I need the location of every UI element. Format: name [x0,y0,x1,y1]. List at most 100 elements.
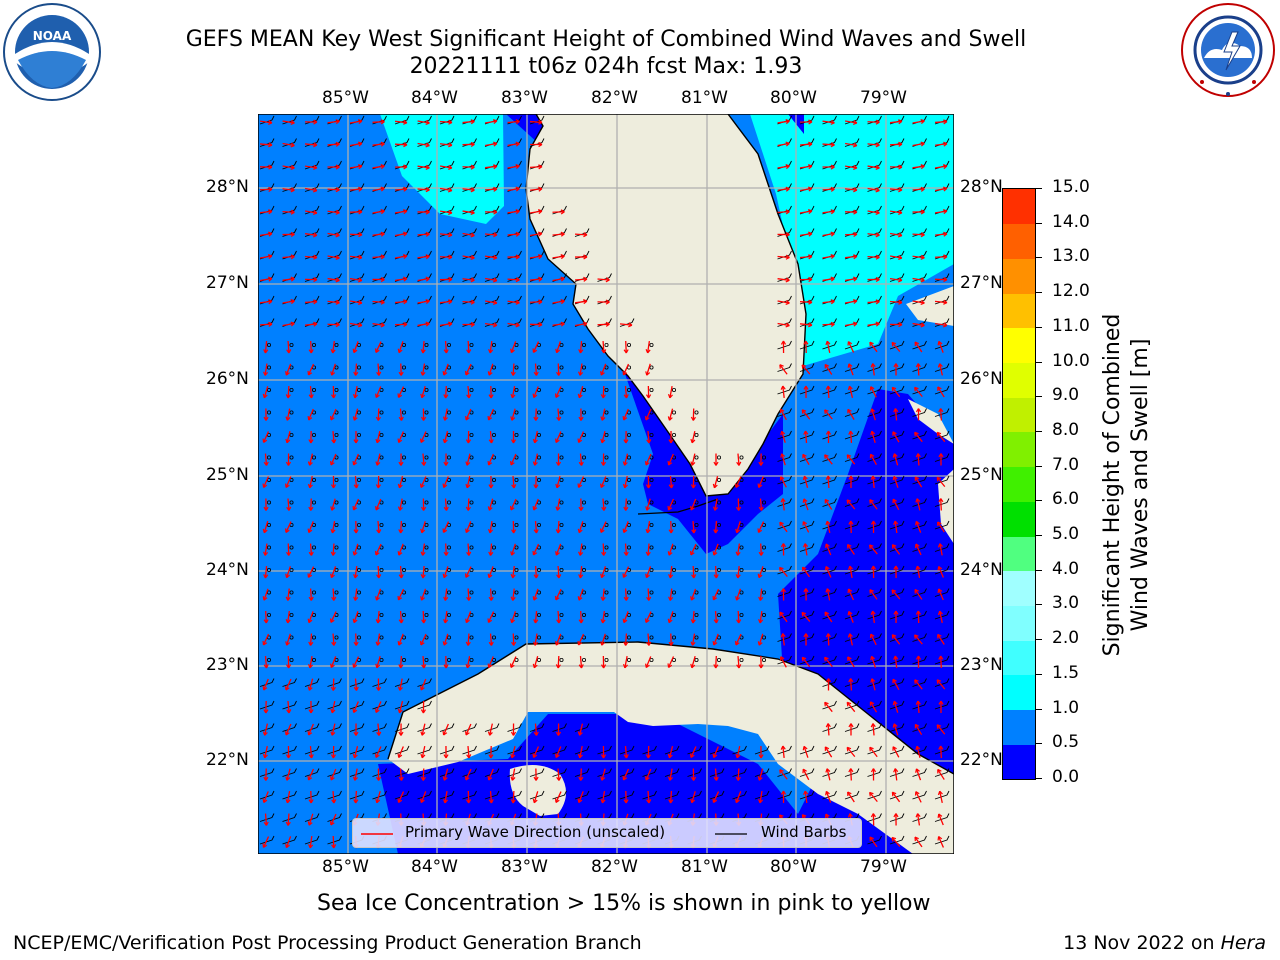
wind-barb [574,745,590,755]
wave-direction-arrow [327,300,340,304]
wind-barb-calm [334,635,339,640]
wave-direction-arrowhead [578,619,584,624]
wave-direction-arrow [354,475,358,489]
wind-barb [934,520,950,530]
wave-direction-arrowhead [555,664,561,669]
wave-direction-arrowhead [470,187,475,193]
wind-barb [619,318,635,327]
wave-direction-arrow [512,565,515,579]
wind-barb-calm [559,455,564,460]
wave-direction-arrow [578,521,584,533]
wind-barb [889,835,905,845]
lon-tick-top-79w: 79°W [860,88,907,108]
wave-direction-arrow [891,341,901,353]
wave-direction-arrow [533,791,539,803]
wave-direction-arrow [736,521,741,533]
wave-direction-arrow [353,611,359,623]
wind-barb [867,160,882,170]
wind-barb-calm [357,612,362,617]
wind-barb [799,453,815,462]
wave-direction-arrowhead [330,484,337,489]
wind-barb-calm [289,567,294,572]
wind-barb-calm [289,387,294,392]
wind-barb [867,498,882,507]
wave-direction-arrow [399,520,403,534]
wind-barb [799,790,815,800]
wave-direction-arrow [623,408,629,421]
wave-direction-arrow [645,611,652,623]
wave-direction-arrow [259,277,273,282]
wave-direction-arrow [555,633,562,646]
wind-barb [619,745,635,755]
wind-barb [597,790,612,800]
wave-direction-arrow [849,678,853,691]
wave-direction-arrowhead [403,142,408,148]
wave-direction-arrowhead [353,574,359,579]
wave-direction-arrow [282,188,295,191]
wave-direction-arrowhead [869,544,874,549]
wave-direction-arrowhead [780,543,787,548]
wave-direction-arrowhead [375,416,381,421]
wind-barb [349,768,365,777]
wave-direction-arrowhead [492,277,498,283]
wave-direction-arrowhead [870,520,877,525]
wave-direction-arrowhead [622,618,628,624]
wave-direction-arrow [397,791,405,803]
wave-direction-arrowhead [869,589,874,594]
wind-barb [709,790,725,800]
wind-barb [934,723,950,732]
wave-direction-arrow [529,278,543,281]
wind-barb [462,160,477,170]
wave-direction-arrowhead [398,731,404,736]
wind-barb [867,205,882,215]
wave-direction-arrowhead [825,678,832,683]
wave-direction-arrow [422,453,425,466]
wave-direction-arrow [574,300,588,304]
wave-direction-arrow [934,165,948,169]
wind-barb-calm [334,387,339,392]
wave-direction-arrowhead [600,483,605,489]
wind-barb-calm [514,477,519,482]
wind-barb [867,385,882,395]
wind-barb [889,520,905,530]
wave-direction-arrow [462,210,475,214]
wave-direction-arrow [444,790,448,804]
wave-direction-arrowhead [398,371,404,376]
wave-direction-arrow [444,408,448,421]
wave-direction-arrowhead [308,506,314,511]
wind-barb-calm [694,658,699,663]
wind-barb [327,700,342,710]
wave-direction-arrowhead [938,498,944,503]
wind-barb [912,295,927,305]
wind-barb-calm [401,477,406,482]
wave-direction-arrowhead [511,641,517,646]
wave-direction-arrowhead [824,409,829,414]
wave-direction-arrowhead [853,187,858,193]
wave-direction-arrowhead [600,664,607,669]
wave-direction-arrow [529,165,543,169]
wind-barb-calm [491,522,496,527]
footer-host: Hera [1220,932,1266,954]
wave-direction-arrowhead [785,163,790,170]
wave-direction-arrowhead [893,813,899,818]
wind-barb [912,273,927,282]
wind-barb-calm [312,658,317,663]
wave-direction-arrow [822,210,835,214]
wave-direction-arrow [936,679,946,690]
wave-direction-arrow [444,610,448,624]
wave-direction-arrow [354,588,358,601]
wave-direction-arrow [372,323,385,326]
wave-direction-arrowhead [493,209,498,215]
wave-direction-arrowhead [290,142,295,148]
wave-direction-arrow [624,543,628,556]
wave-direction-arrow [533,656,539,668]
wave-direction-arrow [580,768,582,781]
wave-direction-arrow [601,790,606,804]
wave-direction-arrow [822,143,835,146]
wind-barb-calm [266,658,271,663]
wind-barb [664,790,680,800]
wave-direction-arrow [647,543,650,556]
wind-barb [844,385,860,395]
wave-direction-arrow [375,588,382,601]
wind-barb-calm [289,410,294,415]
